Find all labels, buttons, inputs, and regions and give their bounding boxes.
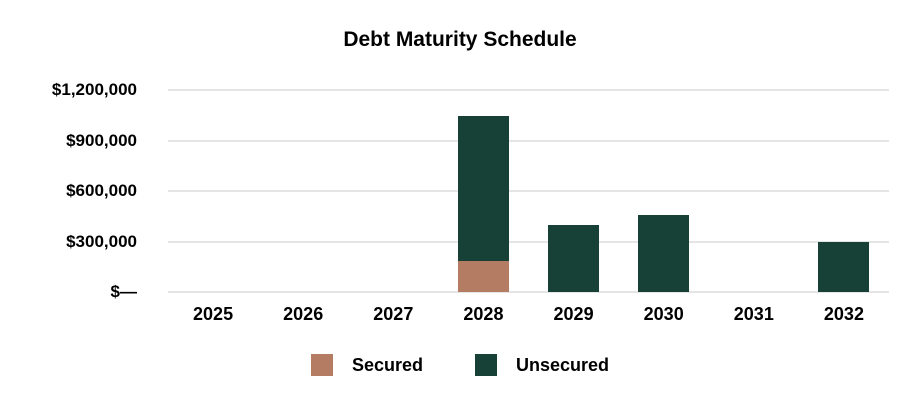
legend-item-secured: Secured — [310, 354, 423, 376]
bar-stack-2029 — [548, 224, 600, 292]
bar-series — [168, 90, 889, 292]
bar-stack-2028 — [457, 116, 509, 292]
legend-label-secured: Secured — [351, 354, 423, 375]
legend-label-unsecured: Unsecured — [516, 354, 610, 375]
gridline — [168, 89, 889, 91]
bar-slot-2029 — [529, 90, 619, 292]
bar-2029-unsecured — [548, 224, 600, 292]
y-axis-tick-label: $600,000 — [66, 181, 137, 200]
x-axis-tick-label: 2028 — [463, 304, 504, 324]
x-axis-tick-label: 2025 — [193, 304, 234, 324]
plot-area — [168, 89, 889, 293]
legend: Secured Unsecured — [0, 354, 920, 376]
bar-slot-2030 — [619, 90, 709, 292]
legend-swatch-secured — [310, 354, 333, 376]
y-axis: $— $300,000 $600,000 $900,000 $1,200,000 — [0, 80, 148, 301]
bar-slot-2025 — [168, 90, 258, 292]
x-axis-tick-label: 2032 — [823, 304, 864, 324]
bar-slot-2027 — [348, 90, 438, 292]
bar-2030-unsecured — [638, 214, 690, 292]
gridline — [168, 240, 889, 243]
gridline — [168, 190, 889, 192]
y-axis-tick-label: $— — [110, 282, 137, 301]
bar-slot-2032 — [799, 90, 889, 292]
legend-swatch-unsecured — [475, 354, 497, 376]
x-axis-tick-label: 2026 — [283, 304, 324, 324]
bar-2028-secured — [457, 260, 509, 292]
bar-stack-2030 — [638, 214, 690, 292]
x-axis-tick-label: 2027 — [373, 304, 414, 324]
bar-stack-2032 — [818, 242, 870, 292]
bar-slot-2028 — [438, 90, 528, 292]
x-axis-tick-label: 2029 — [553, 304, 594, 324]
bar-slot-2026 — [258, 90, 348, 292]
y-axis-tick-label: $1,200,000 — [51, 80, 137, 99]
gridline — [168, 139, 889, 142]
x-axis-tick-label: 2031 — [733, 304, 774, 324]
gridline — [168, 291, 889, 293]
chart-title: Debt Maturity Schedule — [343, 28, 577, 51]
bar-2028-unsecured — [457, 116, 509, 261]
y-axis-tick-label: $900,000 — [66, 130, 137, 150]
legend-item-unsecured: Unsecured — [475, 354, 609, 376]
bar-slot-2031 — [709, 90, 799, 292]
x-axis-tick-label: 2030 — [643, 304, 684, 324]
y-axis-tick-label: $300,000 — [66, 231, 137, 251]
x-axis: 2025 2026 2027 2028 2029 2030 2031 2032 — [168, 304, 889, 325]
bar-2032-unsecured — [818, 242, 870, 292]
